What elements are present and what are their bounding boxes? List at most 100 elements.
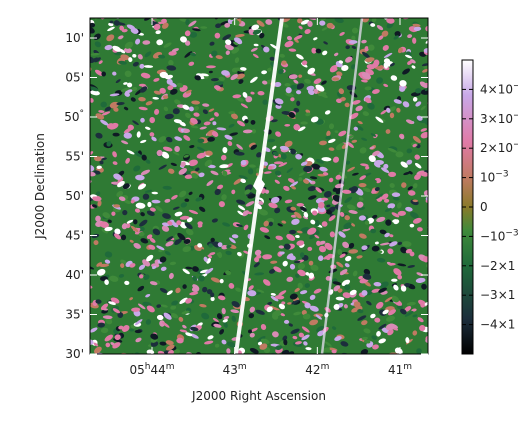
y-axis: 10' 05' 50° 55' 50' 45' 40' 35' 30' (64, 31, 428, 361)
x-tick-label: 41m (388, 362, 412, 377)
noise-blob (142, 40, 151, 45)
noise-blob (158, 164, 167, 170)
noise-blob (205, 65, 216, 69)
noise-blob (357, 120, 363, 125)
noise-blob (310, 219, 316, 225)
noise-blob (180, 202, 188, 208)
noise-blob (130, 199, 135, 204)
noise-blob (215, 23, 222, 29)
noise-blob (393, 99, 402, 104)
noise-blob (217, 295, 226, 301)
noise-blob (127, 124, 134, 131)
noise-blob (364, 97, 372, 104)
noise-blob (93, 156, 102, 162)
noise-blob (115, 22, 126, 26)
noise-blob (267, 67, 272, 72)
noise-blob (384, 198, 390, 203)
noise-blob (146, 210, 155, 217)
noise-blob (249, 332, 255, 338)
noise-blob (275, 235, 283, 241)
noise-blob (182, 104, 190, 110)
noise-blob (185, 19, 190, 26)
noise-blob (118, 325, 124, 330)
noise-blob (298, 332, 305, 338)
noise-blob (300, 206, 307, 212)
noise-blob (95, 299, 102, 304)
noise-blob (315, 159, 324, 164)
noise-blob (143, 65, 154, 68)
noise-blob (149, 237, 156, 243)
noise-blob (379, 229, 387, 235)
noise-blob (129, 239, 134, 243)
noise-blob (203, 121, 211, 126)
noise-blob (325, 135, 332, 140)
colorbar-tick-label: 0 (480, 200, 488, 214)
noise-blob (183, 128, 190, 134)
noise-blob (220, 154, 227, 161)
noise-blob (413, 183, 418, 189)
noise-blob (304, 302, 311, 309)
noise-blob (313, 78, 322, 84)
noise-blob (378, 287, 387, 293)
noise-blob (140, 72, 151, 79)
noise-blob (273, 161, 284, 165)
noise-blob (245, 15, 250, 18)
noise-blob (146, 254, 154, 262)
noise-blob (383, 52, 393, 58)
noise-blob (378, 338, 386, 344)
noise-blob (212, 121, 217, 126)
noise-blob (179, 18, 188, 22)
noise-blob (174, 237, 183, 246)
noise-blob (419, 324, 426, 332)
noise-blob (294, 211, 302, 219)
noise-blob (329, 64, 339, 73)
noise-blob (96, 165, 102, 170)
noise-blob (321, 157, 332, 162)
noise-blob (399, 85, 406, 92)
noise-blob (118, 274, 125, 278)
noise-blob (222, 318, 228, 323)
noise-blob (295, 153, 302, 160)
noise-blob (334, 18, 344, 24)
noise-blob (129, 297, 133, 301)
noise-blob (155, 205, 163, 212)
noise-blob (283, 243, 291, 250)
noise-blob (151, 136, 157, 142)
noise-blob (315, 84, 325, 92)
noise-blob (417, 317, 424, 323)
noise-blob (302, 313, 311, 320)
noise-blob (285, 87, 292, 94)
noise-blob (116, 191, 124, 197)
noise-blob (286, 167, 293, 173)
noise-blob (311, 163, 321, 170)
noise-blob (291, 185, 296, 190)
noise-blob (145, 159, 151, 164)
noise-blob (322, 172, 329, 176)
noise-blob (287, 254, 296, 261)
noise-blob (211, 50, 218, 57)
noise-blob (401, 182, 407, 188)
noise-blob (364, 57, 375, 63)
sky-image (90, 15, 428, 354)
noise-blob (375, 116, 384, 123)
noise-blob (403, 171, 411, 176)
noise-blob (138, 83, 146, 87)
noise-blob (245, 96, 253, 103)
noise-blob (298, 172, 305, 177)
noise-blob (405, 248, 413, 254)
noise-blob (243, 250, 250, 254)
noise-blob (141, 154, 147, 161)
noise-blob (262, 161, 269, 166)
noise-blob (301, 326, 310, 333)
noise-blob (128, 57, 133, 63)
noise-blob (351, 64, 356, 70)
noise-blob (409, 251, 415, 257)
noise-blob (151, 199, 161, 204)
noise-blob (127, 82, 133, 88)
noise-blob (341, 279, 351, 287)
noise-blob (345, 56, 353, 63)
noise-blob (296, 83, 305, 90)
noise-blob (265, 19, 273, 25)
noise-blob (111, 211, 116, 216)
noise-blob (219, 329, 225, 335)
